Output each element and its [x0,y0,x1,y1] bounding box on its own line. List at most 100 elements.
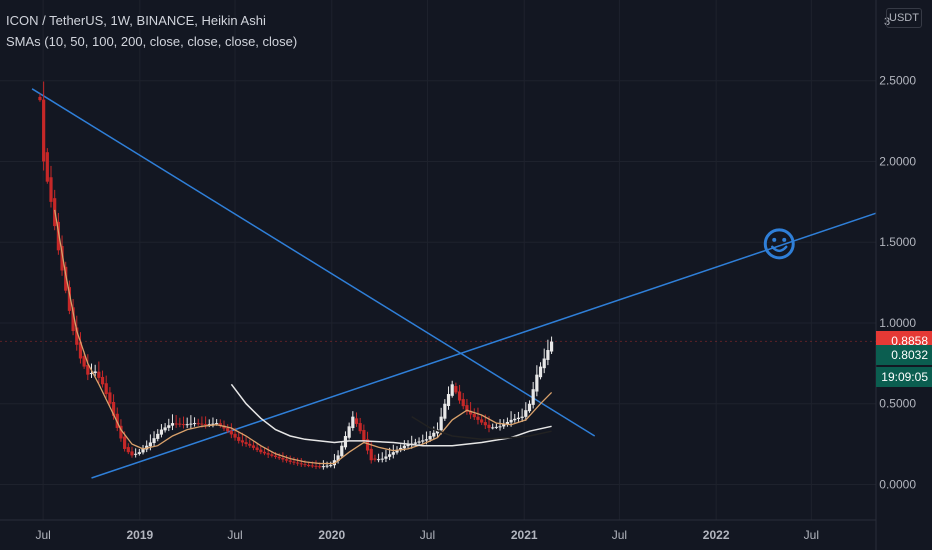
candle-body [498,426,502,428]
candle-body [97,371,101,378]
smiley-face [763,228,795,260]
candle-body [380,458,384,460]
candle-body [229,430,233,435]
candle-body [325,465,329,467]
candle-body [424,439,429,441]
candle-body [56,221,60,251]
candle-body [148,442,152,447]
candle-body [292,461,296,463]
candle-body [78,342,83,359]
candle-body [45,152,49,182]
trendline[interactable] [31,88,596,437]
candle-body [443,403,447,419]
candle-body [255,447,259,451]
candle-body [480,419,484,423]
sma-short-line [54,209,553,465]
candle-body [516,417,521,420]
candle-body [303,464,307,466]
sma-long-line [230,383,552,447]
candle-body [82,356,86,367]
candle-body [71,307,75,332]
y-tick-label: 1.5000 [879,235,916,249]
candle-body [321,466,325,468]
candle-body [527,403,532,412]
candle-body [505,422,510,425]
candle-body [421,440,425,442]
candle-body [347,426,351,438]
candle-body [406,444,410,447]
symbol-title[interactable]: ICON / TetherUS, 1W, BINANCE, Heikin Ash… [6,13,266,28]
candle-body [535,374,539,392]
candle-body [163,427,167,431]
x-tick-label: 2019 [127,528,154,542]
candle-body [299,463,303,465]
y-tick-label: 2.5000 [879,74,916,88]
candle-body [60,246,64,271]
candle-body [391,452,395,455]
smiley-eye [782,237,787,242]
smiley-icon[interactable] [763,228,795,260]
x-tick-label: Jul [420,528,435,542]
candle-body [203,424,208,426]
candle-body [307,464,311,466]
candle-body [446,394,451,406]
candle-body [64,266,68,291]
candle-body [240,440,244,443]
chart-legend: ICON / TetherUS, 1W, BINANCE, Heikin Ash… [6,10,297,52]
price-axis-top-partial-label: 3 [884,16,890,28]
candle-body [365,439,370,451]
candle-body [336,455,340,461]
candle-body [376,459,381,461]
candle-body [126,447,130,453]
candle-body [137,452,141,454]
x-tick-label: Jul [612,528,627,542]
sma-lines [54,209,553,465]
candle-body [520,416,524,418]
indicator-title[interactable]: SMAs (10, 50, 100, 200, close, close, cl… [6,34,298,49]
candle-body [358,423,362,432]
y-tick-label: 2.0000 [879,154,916,168]
candle-body [469,410,473,415]
candle-body [108,392,112,404]
candle-body [262,451,267,454]
time-axis[interactable]: Jul 2019 Jul 2020 Jul 2021 Jul 2022 Jul [35,528,819,542]
candle-body [502,424,506,427]
candle-body [75,327,79,345]
candle-body [483,422,487,426]
candle-body [384,456,388,459]
x-tick-label: Jul [227,528,242,542]
x-tick-label: 2022 [703,528,730,542]
candle-body [340,445,344,457]
candle-body [450,384,454,396]
candle-body [428,436,432,440]
candle-body [491,427,495,429]
candle-body [457,391,462,401]
candle-body [211,423,215,425]
candle-body [181,424,186,426]
candle-body [174,423,178,425]
candle-body [233,433,237,438]
candle-body [329,465,333,467]
candle-body [354,418,359,424]
candle-body [461,399,465,407]
candle-body [362,429,366,441]
candle-body [314,465,318,467]
trendline[interactable] [91,212,877,479]
candle-body [388,454,392,457]
candle-body [395,450,399,453]
candle-body [417,441,421,443]
trendlines[interactable] [31,88,877,479]
currency-unit-button[interactable]: USDT [886,8,922,28]
candle-body [472,413,476,418]
candle-body [189,423,193,425]
candle-body [277,456,281,459]
candle-body [284,459,289,461]
candle-body [104,383,108,395]
candle-body [248,443,252,446]
candle-body [513,418,517,421]
candle-body [42,99,46,162]
price-axis[interactable]: 0.0000 0.5000 1.0000 1.5000 2.0000 2.5000 [879,74,916,492]
candle-body [141,448,145,453]
